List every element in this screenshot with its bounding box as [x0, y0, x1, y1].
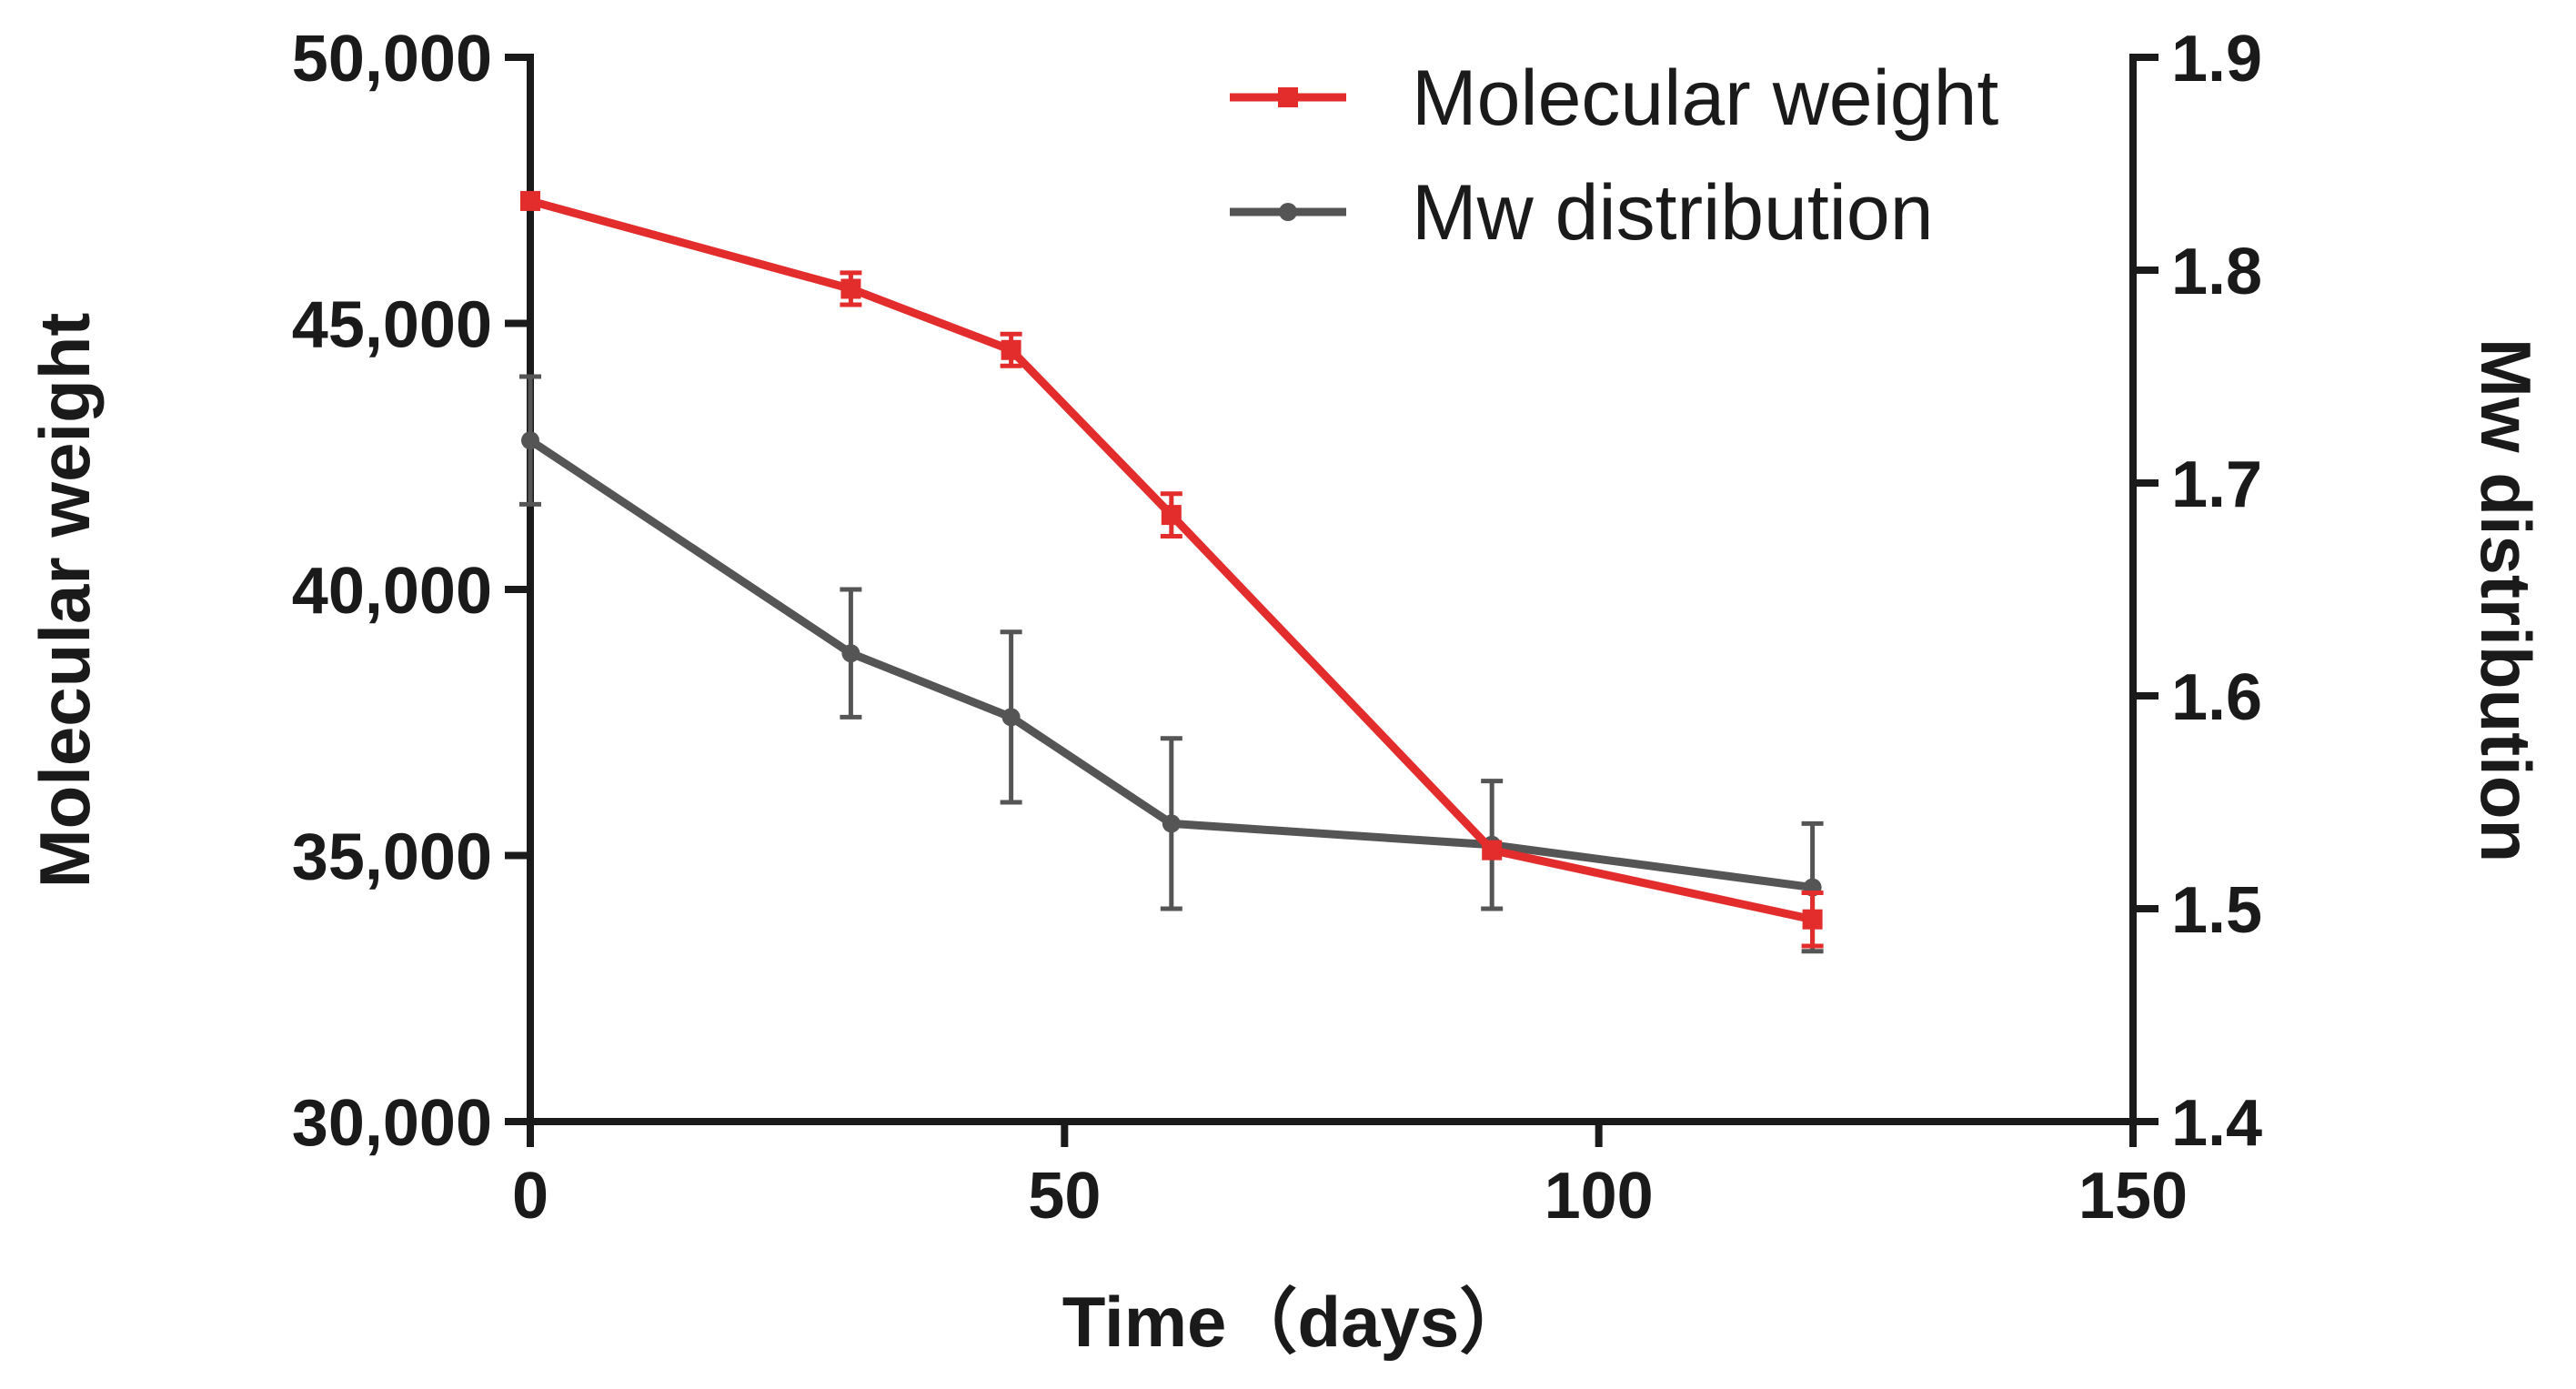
x-tick-label: 0 — [512, 1160, 548, 1233]
y-right-tick-label: 1.5 — [2171, 874, 2262, 947]
series-line-mw-distribution — [528, 437, 1814, 892]
ticks: 0 50 100 150 30,000 35,000 40,000 45,000 50,000 1… — [292, 23, 2262, 1233]
y-left-tick-label: 35,000 — [292, 821, 492, 894]
data-point-molecular-weight — [1482, 840, 1503, 861]
legend-item-mw-distribution: Mw distribution — [1230, 169, 1934, 257]
y-right-tick-label: 1.6 — [2171, 661, 2262, 734]
series-molecular-weight — [520, 190, 1824, 949]
y-left-tick-label: 50,000 — [292, 23, 492, 96]
series-mw-distribution — [519, 374, 1824, 954]
x-axis-title: Time（days） — [1062, 1282, 1530, 1362]
data-point-mw-distribution — [841, 644, 860, 663]
y-axis-left-title: Molecular weight — [25, 313, 105, 889]
legend: Molecular weight Mw distribution — [1230, 55, 1998, 257]
y-left-tick-label: 45,000 — [292, 289, 492, 362]
data-point-molecular-weight — [1001, 339, 1021, 360]
y-right-tick-label: 1.4 — [2171, 1087, 2262, 1160]
legend-marker-mw-distribution — [1279, 203, 1297, 221]
data-point-molecular-weight — [1161, 505, 1182, 526]
data-point-molecular-weight — [840, 278, 861, 299]
y-right-tick-label: 1.7 — [2171, 448, 2262, 521]
y-axis-right-title: Mw distribution — [2466, 338, 2546, 862]
data-point-mw-distribution — [521, 431, 539, 450]
x-tick-label: 150 — [2078, 1160, 2188, 1233]
y-left-tick-label: 40,000 — [292, 555, 492, 628]
data-point-molecular-weight — [1802, 909, 1823, 930]
series-line-molecular-weight — [528, 196, 1814, 924]
legend-label-mw-distribution: Mw distribution — [1412, 169, 1934, 257]
y-right-tick-label: 1.9 — [2171, 23, 2262, 96]
y-left-tick-label: 30,000 — [292, 1087, 492, 1160]
data-point-mw-distribution — [1001, 708, 1021, 727]
series-layer — [519, 190, 1824, 954]
legend-item-molecular-weight: Molecular weight — [1230, 55, 1998, 142]
x-tick-label: 100 — [1545, 1160, 1654, 1233]
data-point-mw-distribution — [1162, 814, 1181, 833]
legend-marker-molecular-weight — [1278, 87, 1298, 107]
y-right-tick-label: 1.8 — [2171, 236, 2262, 308]
legend-label-molecular-weight: Molecular weight — [1412, 55, 1998, 142]
x-tick-label: 50 — [1028, 1160, 1101, 1233]
data-point-molecular-weight — [520, 190, 540, 211]
